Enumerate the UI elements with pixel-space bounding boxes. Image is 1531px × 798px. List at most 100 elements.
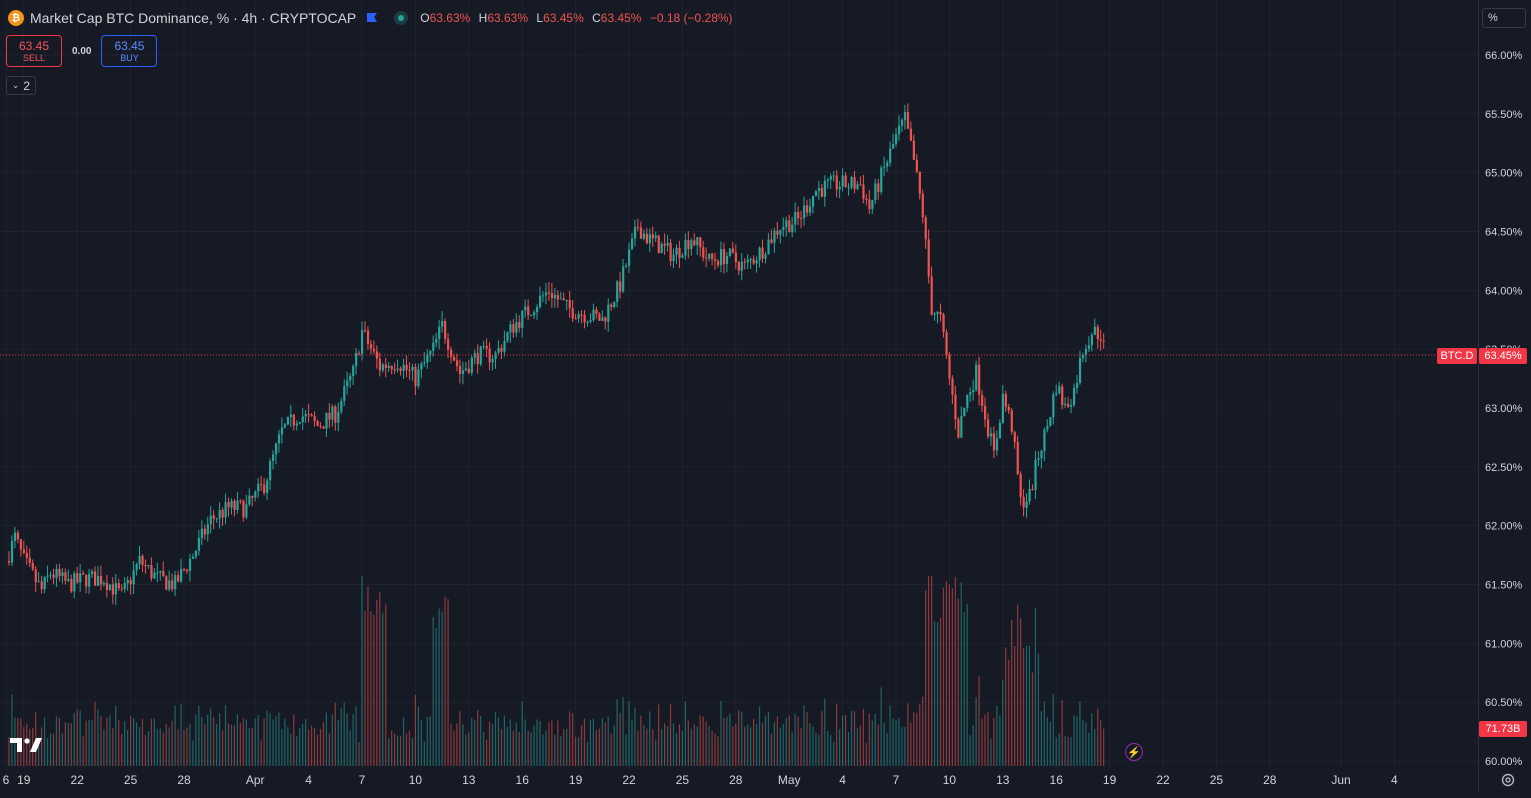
volume-bar [364,610,366,766]
candle-body [871,200,874,210]
candle-body [1022,496,1025,508]
volume-bar [346,713,348,766]
volume-bar [319,728,322,766]
volume-bar [901,727,903,766]
candle-body [1034,459,1037,490]
candle-body [168,580,171,590]
candle-body [88,574,91,587]
time-tick-label: 10 [943,773,957,787]
candle-body [224,502,227,518]
candle-body [1010,410,1013,432]
volume-bar [842,715,844,766]
unit-select[interactable]: % [1482,8,1526,28]
candle-body [470,357,473,373]
candle-body [767,239,770,255]
volume-bar [456,723,458,766]
volume-bar [358,742,360,766]
candle-body [343,386,346,401]
volume-bar [539,720,541,766]
candle-body [458,366,462,374]
candle-body [387,365,390,368]
flag-icon[interactable] [366,12,378,24]
candle-body [61,572,64,577]
volume-bar [572,712,574,766]
candle-body [672,254,675,262]
tradingview-logo-icon[interactable] [10,736,44,754]
volume-bar [465,734,467,766]
candle-body [70,578,73,592]
volume-tag: 71.73B [1479,721,1527,737]
candle-body [681,255,684,258]
volume-bar [447,599,449,766]
candle-body [138,555,141,565]
volume-bar [669,704,672,766]
candle-body [509,324,512,333]
volume-bar [394,733,396,766]
indicators-toggle-button[interactable]: ⌄ 2 [6,76,36,95]
symbol-title[interactable]: Market Cap BTC Dominance, % · 4h · CRYPT… [30,10,357,26]
volume-bar [533,725,535,766]
candle-body [580,314,583,316]
candle-body [180,568,183,582]
price-scale[interactable] [1478,0,1531,793]
time-tick-label: 25 [1210,773,1224,787]
volume-bar [242,718,244,766]
candle-body [165,576,168,590]
candle-body [630,238,634,250]
volume-bar [97,709,99,766]
volume-bar [503,715,505,766]
volume-bar [150,718,152,766]
volume-bar [429,716,431,766]
candle-body [242,500,245,518]
volume-bar [1082,720,1084,766]
candle-body [610,304,613,307]
candle-body [452,356,456,361]
candle-body [482,345,485,347]
volume-bar [616,699,618,766]
volume-bar [435,627,437,766]
volume-bar [545,730,547,766]
candle-body [1087,345,1091,349]
candle-body [120,588,123,590]
candle-body [325,412,328,429]
volume-bar [613,724,615,766]
gear-icon[interactable] [1500,772,1516,788]
volume-bar [836,703,838,766]
candle-body [361,330,364,354]
volume-bar [619,712,621,766]
candle-body [903,112,907,121]
volume-bar [287,726,289,766]
volume-bar [58,718,60,766]
ohlc-low-key: L [536,11,544,25]
candle-body [604,317,607,322]
volume-bar [423,741,425,766]
market-status-icon[interactable] [394,11,409,25]
volume-bar [233,725,236,766]
volume-bar [919,704,921,766]
volume-bar [637,731,639,766]
candle-body [126,580,129,584]
volume-bar [408,730,411,766]
volume-bar [29,728,31,766]
candle-body [1049,417,1052,427]
volume-bar [388,738,390,766]
buy-button[interactable]: 63.45 BUY [101,35,158,67]
ohlc-high-value: 63.63% [487,11,529,25]
volume-bar [969,735,971,766]
sell-button[interactable]: 63.45 SELL [6,35,62,67]
volume-bar [275,716,277,766]
volume-bar [649,711,651,766]
candle-body [565,299,568,301]
candle-body [372,348,376,352]
volume-bar [658,704,660,766]
candle-body [636,226,640,228]
volume-bar [764,715,767,766]
volume-bar [996,705,998,766]
volume-bar [560,735,562,766]
time-tick-label: 16 [1050,773,1064,787]
price-tick-label: 65.50% [1485,109,1523,121]
volume-bar [263,718,265,766]
lightning-icon[interactable]: ⚡ [1125,743,1143,761]
